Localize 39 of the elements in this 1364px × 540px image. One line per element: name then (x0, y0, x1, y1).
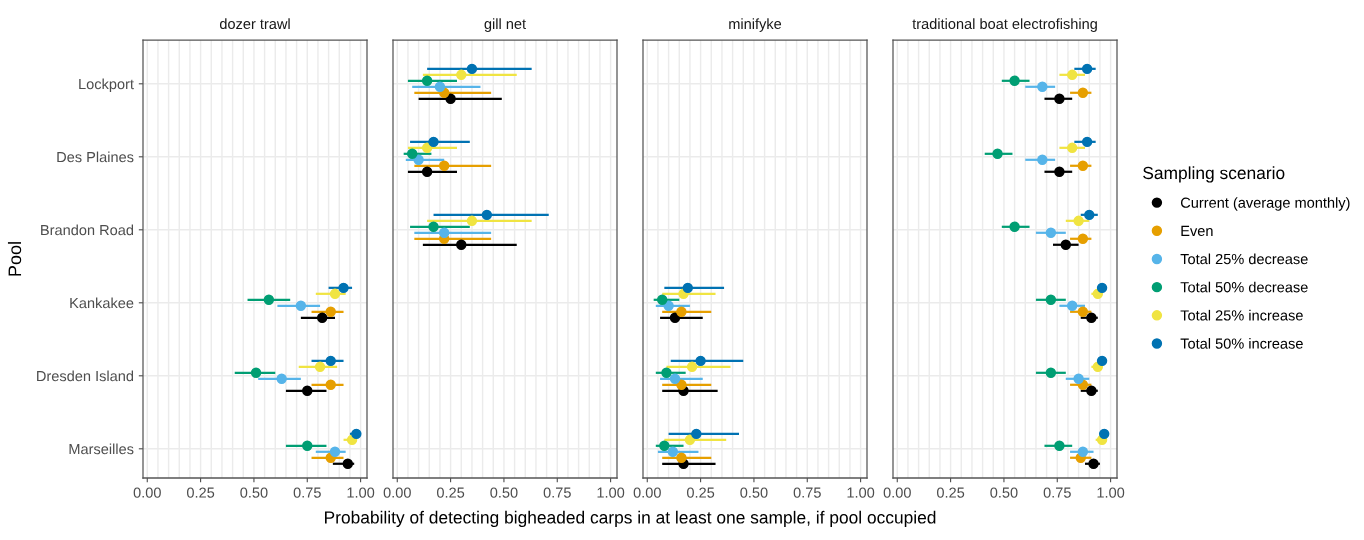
chart-title: minifyke (729, 18, 782, 32)
x-tick-label: 0.00 (883, 487, 911, 498)
x-tick-label: 0.50 (240, 487, 268, 498)
x-tick-label: 1.00 (597, 487, 625, 498)
y-tick-label: Dresden Island (37, 370, 134, 382)
y-tick-label: Kankakee (70, 297, 134, 309)
x-tick-label: 0.50 (990, 487, 1018, 498)
x-tick-label: 0.25 (186, 487, 215, 498)
x-tick-label: 0.50 (490, 487, 518, 498)
chart-title: dozer trawl (219, 18, 290, 30)
x-tick-label: 0.25 (936, 487, 965, 498)
x-tick-label: 0.25 (436, 487, 465, 498)
x-axis-title: Probability of detecting bigheaded carps in at least one sample, if pool occupied (325, 510, 936, 528)
chart-title: gill net (484, 18, 526, 32)
chart-title: traditional boat electrofishing (912, 18, 1097, 32)
x-tick-label: 0.75 (293, 487, 321, 498)
x-tick-label: 1.00 (847, 487, 875, 498)
x-tick-label: 0.25 (686, 487, 715, 498)
legend-label: Total 50% decrease (1180, 281, 1308, 293)
legend-label: Total 25% increase (1180, 309, 1303, 321)
y-tick-label: Lockport (79, 78, 134, 93)
y-tick-label: Des Plaines (57, 151, 134, 163)
x-tick-label: 0.75 (543, 487, 571, 498)
x-tick-label: 0.75 (793, 487, 821, 498)
legend-title: Sampling scenario (1143, 166, 1285, 183)
x-tick-label: 1.00 (1097, 487, 1125, 498)
legend-label: Current (average monthly) (1180, 197, 1350, 211)
x-tick-label: 0.00 (133, 487, 161, 498)
x-tick-label: 0.00 (633, 487, 661, 498)
y-tick-label: Marseilles (69, 443, 134, 455)
legend-label: Total 25% decrease (1180, 253, 1308, 265)
legend-label: Even (1181, 225, 1213, 237)
x-tick-label: 1.00 (347, 487, 375, 498)
y-tick-label: Brandon Road (41, 224, 134, 236)
legend-label: Total 50% increase (1180, 338, 1303, 349)
x-tick-label: 0.75 (1043, 487, 1071, 498)
y-axis-title: Pool (7, 242, 22, 276)
x-tick-label: 0.00 (383, 487, 411, 498)
x-tick-label: 0.50 (740, 487, 768, 498)
